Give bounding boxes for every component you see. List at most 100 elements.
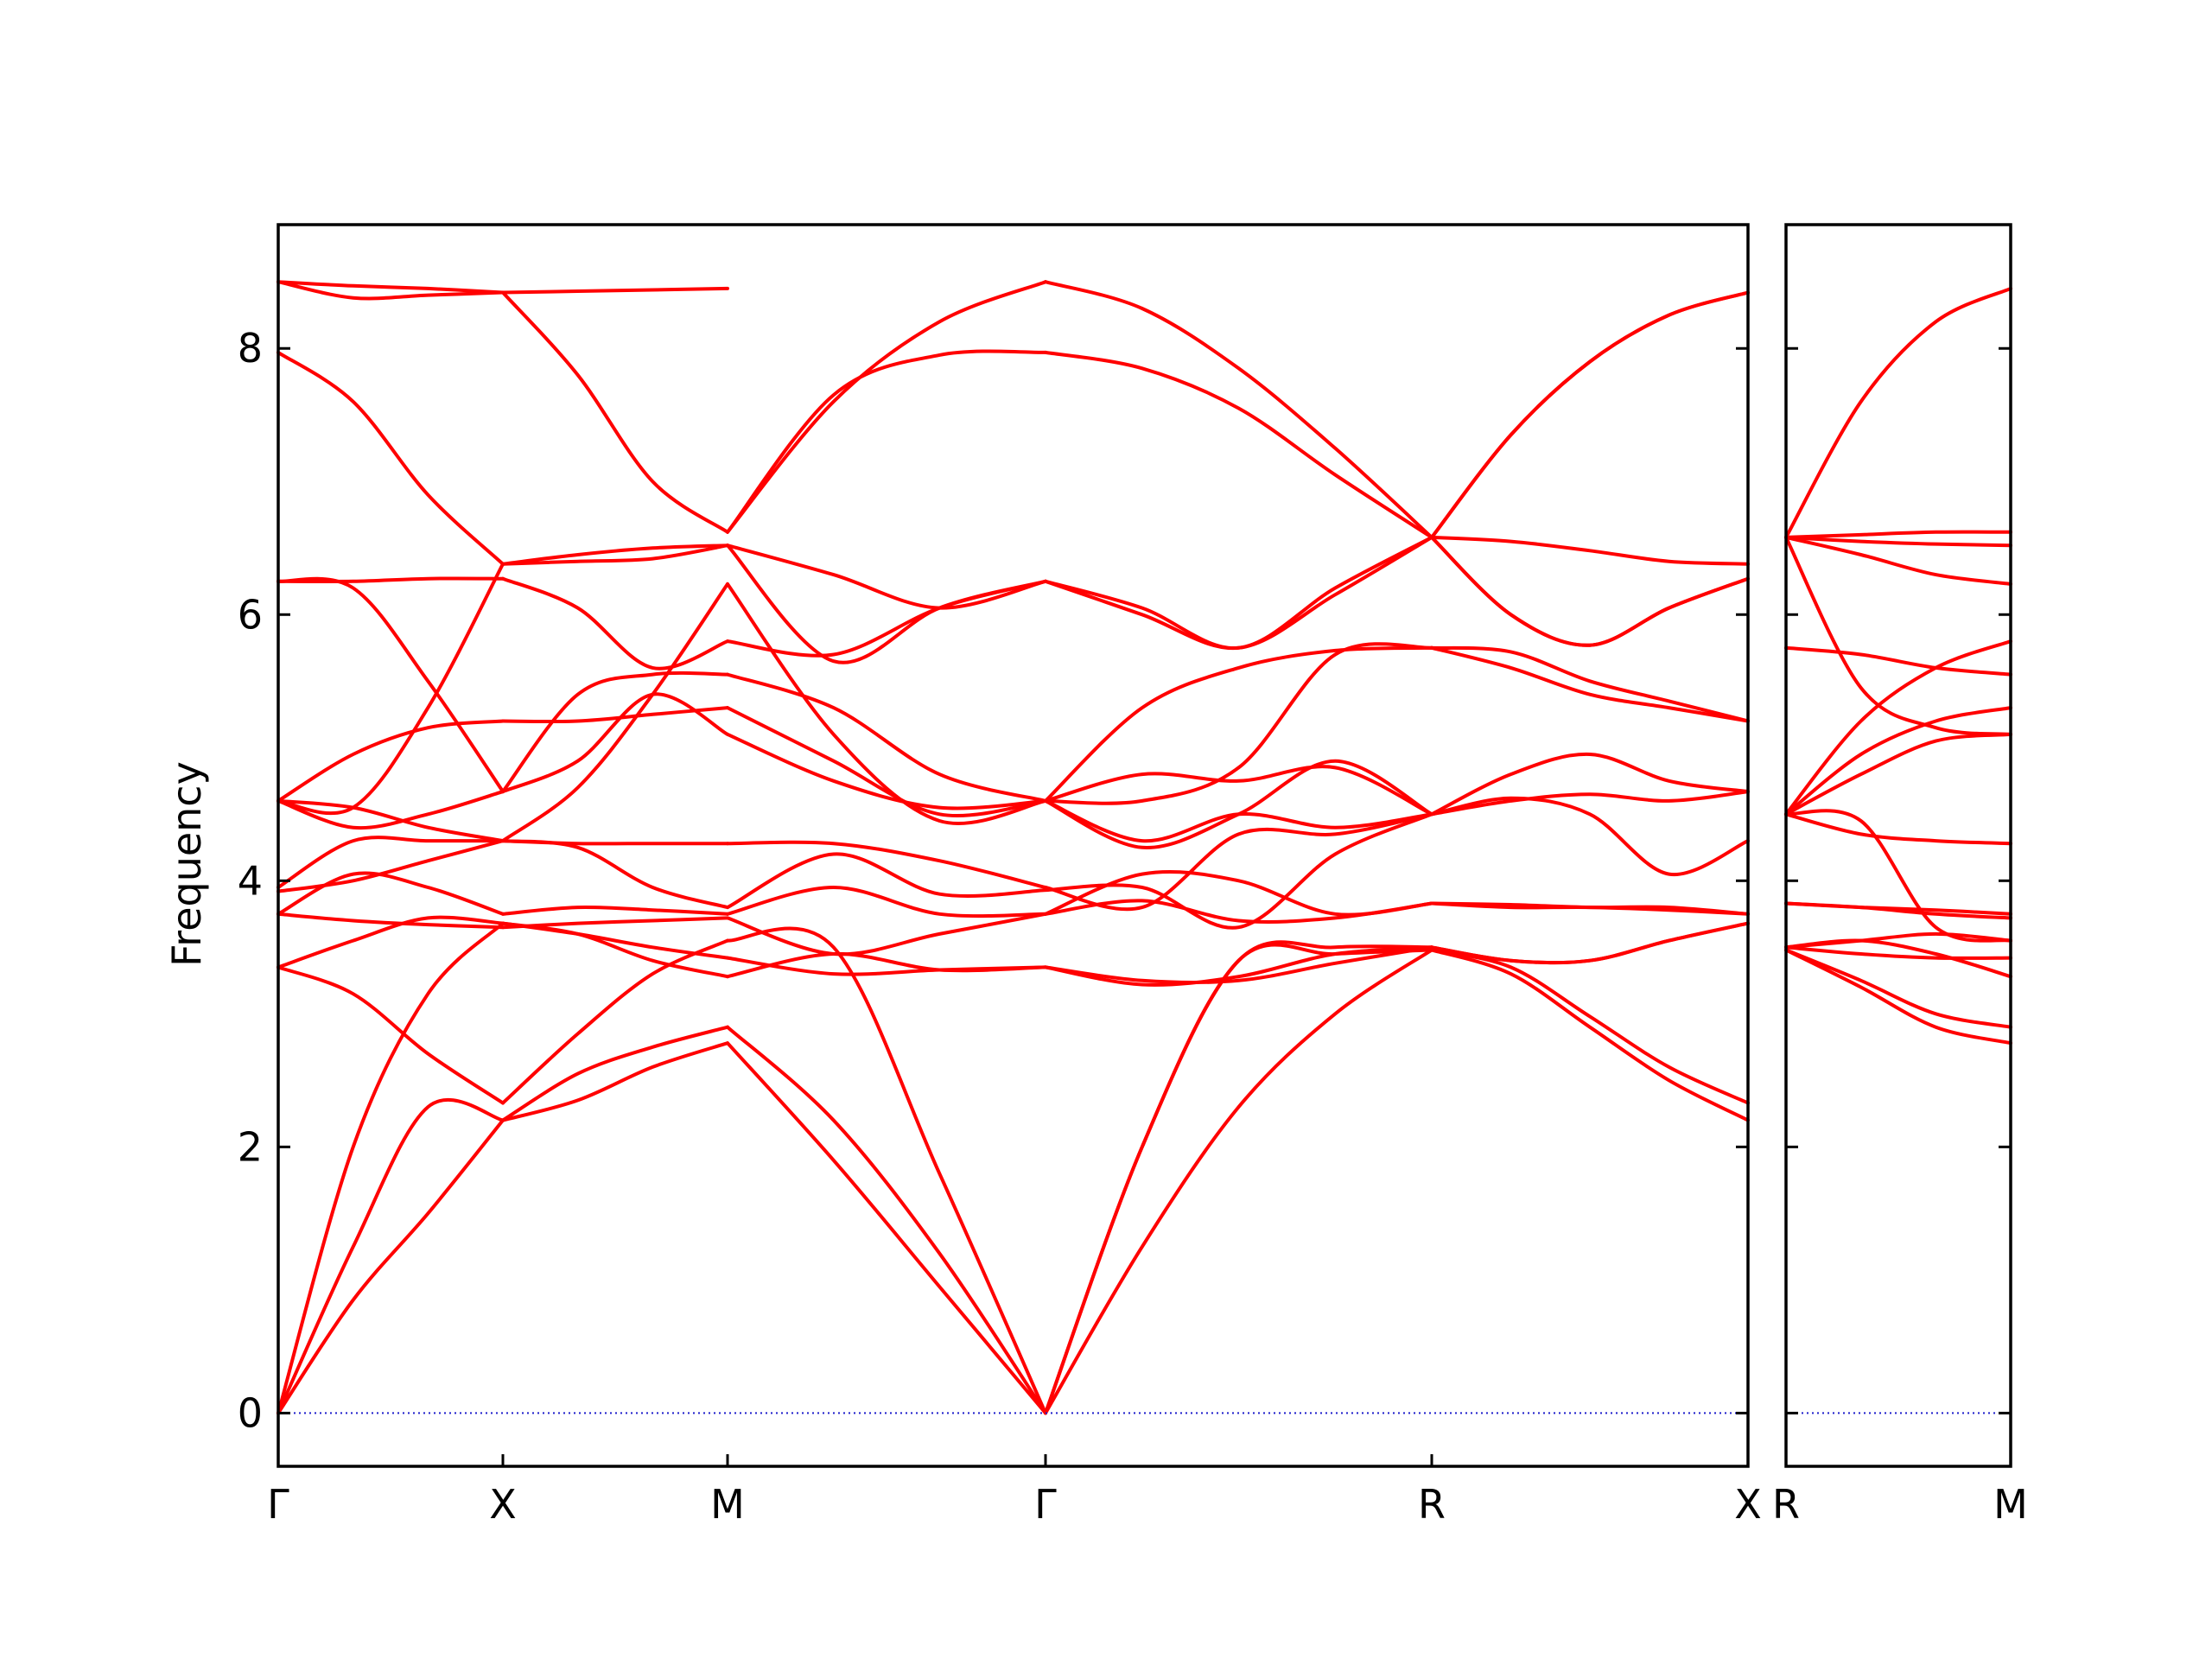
band-0-4-11	[1430, 535, 1750, 566]
band-0-1-3	[501, 921, 729, 979]
ytick-label-0: 0	[238, 1389, 263, 1436]
band-1-0-3	[1784, 945, 2012, 960]
band-0-4-12	[1430, 535, 1750, 647]
band-0-3-14	[1044, 535, 1433, 651]
band-0-4-1	[1430, 948, 1750, 1105]
band-0-2-1	[726, 1025, 1047, 1415]
band-0-4-14	[1430, 290, 1750, 539]
band-0-1-1	[501, 1025, 729, 1122]
band-1-0-7	[1784, 809, 2012, 943]
band-1-0-15	[1784, 535, 2012, 586]
band-0-1-12	[501, 582, 729, 843]
band-0-4-9	[1430, 645, 1750, 723]
band-0-4-8	[1430, 752, 1750, 817]
band-0-4-10	[1430, 645, 1750, 723]
band-1-0-16	[1784, 530, 2012, 539]
band-0-0-7	[276, 839, 505, 893]
band-0-0-0	[276, 1118, 505, 1415]
y-axis-label: Frequency	[163, 761, 210, 967]
band-0-3-2	[1044, 940, 1433, 1415]
band-0-0-5	[276, 912, 505, 930]
band-1-0-10	[1784, 706, 2012, 817]
band-0-4-6	[1430, 790, 1750, 817]
band-0-0-11	[276, 719, 505, 803]
band-1-0-6	[1784, 901, 2012, 916]
band-0-3-7	[1044, 812, 1433, 930]
band-0-2-15	[726, 543, 1047, 610]
band-0-2-12	[726, 582, 1047, 826]
xtick-label-0-5: X	[1734, 1481, 1762, 1528]
band-1-0-12	[1784, 645, 2012, 677]
ytick-label-2: 2	[238, 1123, 263, 1170]
band-0-4-3	[1430, 921, 1750, 965]
band-0-1-14	[501, 543, 729, 566]
band-0-1-2	[501, 938, 729, 1105]
band-0-0-13	[276, 576, 505, 794]
band-1-0-4	[1784, 938, 2012, 979]
band-0-3-15	[1044, 645, 1433, 803]
xtick-label-0-4: R	[1418, 1481, 1446, 1528]
xtick-label-0-2: M	[710, 1481, 745, 1528]
band-0-3-4	[1044, 945, 1433, 985]
band-0-1-9	[501, 671, 729, 794]
band-0-3-12	[1044, 759, 1433, 849]
band-0-0-12	[276, 790, 505, 830]
band-0-0-1	[276, 1097, 505, 1415]
band-0-4-5	[1430, 901, 1750, 916]
band-0-0-3	[276, 965, 505, 1105]
xtick-label-0-0: Γ	[267, 1481, 289, 1528]
band-0-3-1	[1044, 943, 1433, 1415]
band-0-3-6	[1044, 869, 1433, 917]
ytick-label-4: 4	[238, 857, 263, 904]
band-0-2-14	[726, 543, 1047, 664]
xtick-label-0-3: Γ	[1034, 1481, 1057, 1528]
band-0-1-17	[501, 286, 729, 295]
band-0-3-9	[1044, 765, 1433, 817]
axes-frame-0	[276, 223, 1750, 1468]
axes-frame-1	[1784, 223, 2012, 1468]
band-0-2-5	[726, 912, 1047, 957]
xtick-label-1-1: M	[1993, 1481, 2028, 1528]
band-0-0-4	[276, 915, 505, 969]
band-1-0-8	[1784, 812, 2012, 846]
band-0-0-15	[276, 350, 505, 566]
band-0-0-14	[276, 576, 505, 584]
band-0-2-6	[726, 886, 1047, 918]
band-0-3-16	[1044, 350, 1433, 539]
band-0-4-7	[1430, 796, 1750, 876]
ytick-label-6: 6	[238, 591, 263, 638]
band-0-3-0	[1044, 948, 1433, 1415]
band-1-0-9	[1784, 732, 2012, 817]
band-0-0-10	[276, 798, 505, 843]
band-1-0-14	[1784, 535, 2012, 548]
band-0-0-8	[276, 836, 505, 889]
band-0-1-4	[501, 921, 729, 960]
band-0-2-2	[726, 926, 1047, 1415]
band-0-3-11	[1044, 642, 1433, 805]
band-0-2-11	[726, 706, 1047, 818]
band-0-0-16	[276, 280, 505, 301]
band-0-0-6	[276, 871, 505, 916]
band-0-2-17	[726, 280, 1047, 534]
band-0-1-8	[501, 839, 729, 846]
band-1-0-11	[1784, 639, 2012, 817]
band-1-0-1	[1784, 948, 2012, 1029]
band-0-1-13	[501, 576, 729, 671]
band-0-4-13	[1430, 535, 1750, 647]
band-0-1-11	[501, 706, 729, 724]
band-0-1-15	[501, 543, 729, 566]
xtick-label-0-1: X	[489, 1481, 517, 1528]
ytick-label-8: 8	[238, 325, 263, 372]
band-0-4-15	[1430, 290, 1750, 539]
band-0-1-7	[501, 839, 729, 910]
band-0-2-10	[726, 732, 1047, 810]
band-0-2-8	[726, 840, 1047, 889]
band-0-1-6	[501, 905, 729, 916]
band-1-0-17	[1784, 286, 2012, 539]
bands-layer	[276, 280, 2012, 1415]
axes-frame-layer	[276, 223, 2012, 1468]
band-0-3-17	[1044, 280, 1433, 539]
band-0-2-0	[726, 1041, 1047, 1415]
